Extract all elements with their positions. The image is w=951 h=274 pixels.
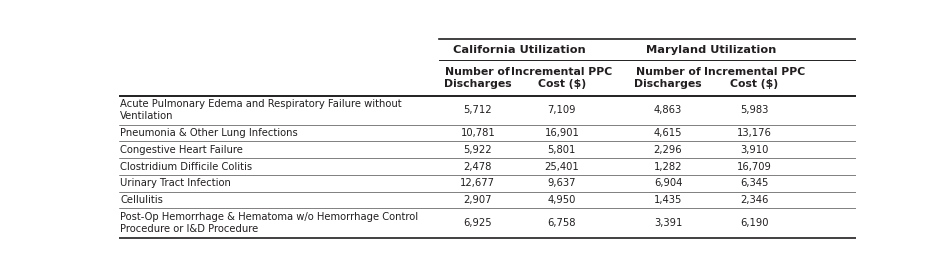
Text: 4,950: 4,950 xyxy=(548,195,576,205)
Text: 25,401: 25,401 xyxy=(545,162,579,172)
Text: 9,637: 9,637 xyxy=(548,178,576,188)
Text: Number of
Discharges: Number of Discharges xyxy=(444,67,512,89)
Text: Congestive Heart Failure: Congestive Heart Failure xyxy=(121,145,243,155)
Text: 5,983: 5,983 xyxy=(740,105,768,115)
Text: Maryland Utilization: Maryland Utilization xyxy=(646,45,776,55)
Text: Urinary Tract Infection: Urinary Tract Infection xyxy=(121,178,231,188)
Text: 2,346: 2,346 xyxy=(740,195,768,205)
Text: 5,801: 5,801 xyxy=(548,145,576,155)
Text: 1,435: 1,435 xyxy=(653,195,682,205)
Text: Acute Pulmonary Edema and Respiratory Failure without
Ventilation: Acute Pulmonary Edema and Respiratory Fa… xyxy=(121,99,402,121)
Text: 3,391: 3,391 xyxy=(653,218,682,228)
Text: 16,709: 16,709 xyxy=(737,162,771,172)
Text: Pneumonia & Other Lung Infections: Pneumonia & Other Lung Infections xyxy=(121,128,298,138)
Text: 2,296: 2,296 xyxy=(653,145,682,155)
Text: 6,904: 6,904 xyxy=(653,178,682,188)
Text: Cellulitis: Cellulitis xyxy=(121,195,164,205)
Text: 6,345: 6,345 xyxy=(740,178,768,188)
Text: 16,901: 16,901 xyxy=(544,128,579,138)
Text: 6,758: 6,758 xyxy=(548,218,576,228)
Text: 7,109: 7,109 xyxy=(548,105,576,115)
Text: 4,615: 4,615 xyxy=(653,128,682,138)
Text: Incremental PPC
Cost ($): Incremental PPC Cost ($) xyxy=(704,67,805,89)
Text: 10,781: 10,781 xyxy=(460,128,495,138)
Text: 5,712: 5,712 xyxy=(463,105,492,115)
Text: 6,190: 6,190 xyxy=(740,218,768,228)
Text: 6,925: 6,925 xyxy=(463,218,492,228)
Text: 5,922: 5,922 xyxy=(463,145,492,155)
Text: 1,282: 1,282 xyxy=(653,162,682,172)
Text: Number of
Discharges: Number of Discharges xyxy=(634,67,702,89)
Text: Incremental PPC
Cost ($): Incremental PPC Cost ($) xyxy=(512,67,612,89)
Text: 2,907: 2,907 xyxy=(463,195,492,205)
Text: 3,910: 3,910 xyxy=(740,145,768,155)
Text: 13,176: 13,176 xyxy=(737,128,771,138)
Text: 2,478: 2,478 xyxy=(464,162,492,172)
Text: Clostridium Difficile Colitis: Clostridium Difficile Colitis xyxy=(121,162,252,172)
Text: Post-Op Hemorrhage & Hematoma w/o Hemorrhage Control
Procedure or I&D Procedure: Post-Op Hemorrhage & Hematoma w/o Hemorr… xyxy=(121,212,418,234)
Text: California Utilization: California Utilization xyxy=(454,45,586,55)
Text: 4,863: 4,863 xyxy=(654,105,682,115)
Text: 12,677: 12,677 xyxy=(460,178,495,188)
